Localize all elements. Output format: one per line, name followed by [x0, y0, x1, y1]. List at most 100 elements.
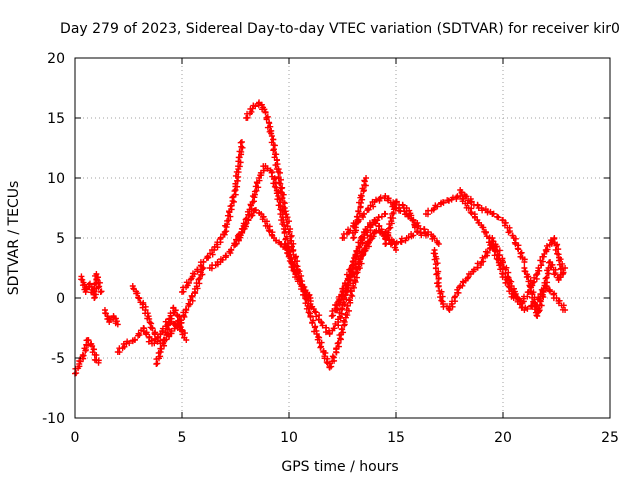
data-point-fill	[356, 244, 363, 251]
data-point-fill	[266, 228, 273, 235]
data-point-fill	[439, 293, 446, 300]
data-point-fill	[530, 298, 537, 305]
data-point-fill	[393, 198, 400, 205]
data-point-fill	[389, 210, 396, 217]
data-point-fill	[136, 295, 143, 302]
data-point-fill	[554, 241, 561, 248]
data-point-fill	[272, 179, 279, 186]
data-point	[435, 241, 442, 247]
data-point-fill	[547, 288, 554, 295]
data-point-fill	[467, 209, 474, 216]
data-point-fill	[514, 245, 521, 252]
data-point-fill	[542, 285, 549, 292]
data-point-fill	[288, 232, 295, 239]
data-point-fill	[227, 213, 234, 220]
data-point-fill	[237, 159, 244, 166]
data-point-fill	[533, 312, 540, 319]
data-point-fill	[535, 305, 542, 312]
data-point-fill	[355, 208, 362, 215]
series-arc-3	[101, 307, 121, 328]
data-point-fill	[361, 178, 368, 185]
data-point-fill	[462, 193, 469, 200]
data-point-fill	[430, 250, 437, 257]
data-point	[95, 359, 102, 366]
data-point-fill	[231, 188, 238, 195]
x-axis-label: GPS time / hours	[281, 459, 398, 475]
data-point-fill	[354, 213, 361, 220]
data-point-fill	[312, 323, 319, 330]
data-point-fill	[374, 217, 381, 224]
data-point-fill	[249, 212, 256, 219]
data-point-fill	[322, 350, 329, 357]
data-point	[93, 271, 100, 277]
data-point-fill	[309, 320, 316, 327]
data-point-fill	[185, 300, 192, 307]
data-point	[562, 265, 569, 271]
data-point-fill	[314, 336, 321, 343]
data-point-fill	[531, 294, 538, 301]
data-point-fill	[474, 260, 481, 267]
data-point-fill	[264, 165, 271, 172]
data-point-fill	[133, 290, 140, 297]
series-arc-2	[78, 271, 105, 301]
data-point-fill	[357, 192, 364, 199]
data-point-fill	[445, 197, 452, 204]
data-point-fill	[182, 306, 189, 313]
data-point-fill	[267, 123, 274, 130]
data-point-fill	[468, 198, 475, 205]
data-point-fill	[272, 237, 279, 244]
data-point-fill	[338, 310, 345, 317]
data-point	[414, 229, 421, 235]
data-point-fill	[468, 210, 475, 217]
data-point-fill	[389, 215, 396, 222]
data-point-fill	[159, 340, 166, 347]
data-point-fill	[434, 270, 441, 277]
data-point-fill	[248, 211, 255, 218]
data-point-fill	[102, 310, 109, 317]
data-point-fill	[350, 234, 357, 241]
data-point-fill	[496, 262, 503, 269]
data-point-fill	[388, 218, 395, 225]
data-point-fill	[319, 322, 326, 329]
data-point-fill	[408, 212, 415, 219]
data-point-fill	[306, 291, 313, 298]
data-point-fill	[471, 266, 478, 273]
data-point-fill	[334, 306, 341, 313]
data-point-fill	[78, 276, 85, 283]
data-point-fill	[345, 296, 352, 303]
data-point-fill	[329, 308, 336, 315]
data-point-fill	[130, 285, 137, 292]
data-point	[275, 193, 282, 199]
data-point-fill	[229, 194, 236, 201]
data-point-fill	[255, 184, 262, 191]
y-tick-label: 0	[56, 291, 65, 307]
data-point-fill	[410, 217, 417, 224]
data-point-fill	[322, 329, 329, 336]
data-point-fill	[353, 274, 360, 281]
data-point-fill	[248, 202, 255, 209]
data-point-fill	[96, 279, 103, 286]
data-point-fill	[506, 228, 513, 235]
data-point-fill	[355, 243, 362, 250]
data-point-fill	[149, 325, 156, 332]
data-point-fill	[197, 269, 204, 276]
data-point-fill	[451, 294, 458, 301]
data-point-fill	[465, 274, 472, 281]
data-point-fill	[367, 223, 374, 230]
series-arc-15	[349, 175, 370, 241]
data-point-fill	[459, 278, 466, 285]
data-point-fill	[151, 331, 158, 338]
data-point-fill	[365, 239, 372, 246]
data-point-fill	[339, 326, 346, 333]
data-point-fill	[163, 336, 170, 343]
y-axis-label: SDTVAR / TECUs	[6, 181, 22, 296]
data-point	[238, 139, 245, 145]
data-point-fill	[352, 251, 359, 258]
data-point	[307, 295, 314, 301]
data-point-fill	[453, 194, 460, 201]
data-point-fill	[276, 169, 283, 176]
data-point-fill	[280, 191, 287, 198]
data-point-fill	[349, 268, 356, 275]
series-arc-18	[430, 241, 517, 313]
data-point-fill	[555, 246, 562, 253]
